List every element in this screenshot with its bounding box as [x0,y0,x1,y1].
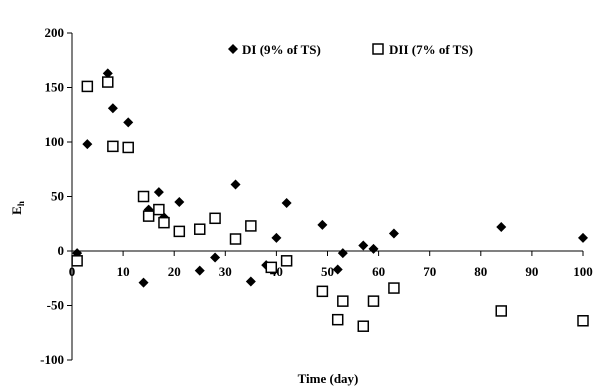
data-point-series-1 [358,240,369,251]
data-point-series-2 [209,212,221,225]
data-point-series-2 [357,320,370,332]
legend: DI (9% of TS) DII (7% of TS) [228,42,473,57]
x-tick-label: 10 [117,264,130,279]
data-point-series-1 [245,276,256,287]
data-point-series-1 [578,232,588,243]
y-tick-label: 150 [45,80,65,95]
data-point-series-2 [316,285,329,298]
svg-text:Eh: Eh [9,201,26,215]
data-point-series-2 [280,255,293,267]
data-point-series-1 [210,252,221,263]
x-tick-label: 20 [168,264,181,279]
legend-label-series-1: DI (9% of TS) [242,42,321,57]
x-tick-label: 0 [69,264,76,279]
data-point-series-1 [107,103,118,114]
data-point-series-2 [173,225,186,238]
y-axis-title: Eh [9,201,26,215]
data-point-series-1 [368,243,379,254]
data-point-series-2 [122,141,134,154]
data-point-series-2 [229,233,242,245]
data-point-series-2 [142,210,155,222]
legend-label-series-2: DII (7% of TS) [389,42,473,57]
legend-marker-series-1 [228,44,238,54]
data-point-series-2 [245,220,257,232]
axes [67,32,584,361]
y-axis-title-subscript: h [16,201,26,206]
x-tick-label: 100 [573,264,593,279]
x-tick-label: 90 [525,264,538,279]
data-point-series-2 [107,140,119,153]
data-point-series-2 [137,190,150,203]
data-point-series-2 [71,255,83,267]
data-point-series-1 [281,198,292,209]
x-tick-label: 80 [474,264,487,279]
y-tick-label: 200 [45,25,65,40]
data-point-series-2 [577,315,589,327]
y-tick-label: -100 [40,352,64,367]
data-point-series-2 [388,282,400,294]
data-point-series-1 [174,196,185,207]
data-point-series-1 [194,265,205,276]
x-tick-label: 60 [372,264,385,279]
data-point-series-1 [123,117,134,128]
legend-marker-series-2 [372,43,384,55]
data-point-series-1 [102,68,113,79]
x-tick-label: 70 [423,264,436,279]
data-point-series-2 [367,295,380,307]
data-point-series-1 [496,222,507,233]
data-point-series-1 [317,219,328,230]
data-point-series-1 [337,248,348,259]
data-point-series-1 [271,232,282,243]
y-tick-label: 0 [58,243,65,258]
data-point-series-2 [158,216,170,229]
x-tick-label: 30 [219,264,232,279]
data-point-series-1 [138,277,149,288]
y-tick-label: 50 [51,189,64,204]
y-tick-label: -50 [47,298,64,313]
data-point-series-2 [331,313,344,326]
data-point-series-1 [153,187,164,198]
tick-labels: -100-50050100150200010203040506070809010… [40,25,593,367]
x-tick-label: 50 [321,264,334,279]
data-point-series-2 [495,305,507,317]
y-axis-title-main: E [9,206,24,215]
data-point-series-1 [82,139,93,150]
data-point-series-1 [332,264,343,275]
data-point-series-1 [230,179,241,190]
data-points [71,68,589,332]
y-tick-label: 100 [45,134,65,149]
x-axis-title: Time (day) [298,371,359,386]
data-point-series-2 [81,80,94,93]
data-point-series-2 [153,203,165,216]
data-point-series-2 [265,261,278,274]
data-point-series-2 [102,76,114,88]
data-point-series-2 [194,223,206,235]
data-point-series-1 [388,228,399,239]
data-point-series-2 [337,295,349,307]
